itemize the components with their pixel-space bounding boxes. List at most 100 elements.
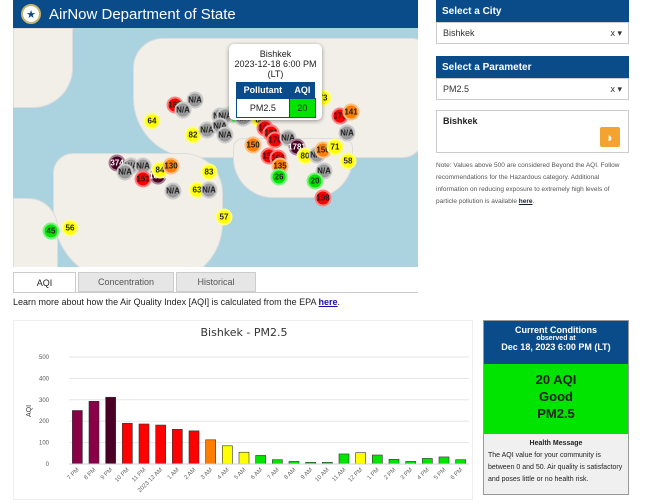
cc-observed: observed at <box>536 335 576 342</box>
chart-bar <box>255 455 266 465</box>
learn-end: . <box>337 297 341 307</box>
map[interactable]: 162N/AN/A64N/A15N/AN/A82N/AN/AN/A217N/A8… <box>13 28 418 267</box>
popup-table: Pollutant AQI PM2.5 20 <box>235 82 316 118</box>
epa-link[interactable]: here <box>318 297 338 307</box>
map-marker[interactable]: 198 <box>314 189 332 207</box>
map-marker[interactable]: 56 <box>61 219 79 237</box>
chart-bar <box>72 410 83 465</box>
city-select-label: Select a City <box>436 0 629 22</box>
map-marker[interactable]: 141 <box>342 103 360 121</box>
cc-title: Current Conditions <box>515 325 597 335</box>
chart-bar <box>455 459 466 465</box>
parameter-select-label: Select a Parameter <box>436 56 629 78</box>
tab-aqi[interactable]: AQI <box>13 272 76 292</box>
map-marker[interactable]: 20 <box>306 172 324 190</box>
chart-bar <box>138 423 150 465</box>
cc-aqi: 20 AQI <box>535 372 577 387</box>
health-message-title: Health Message <box>529 440 583 447</box>
chart-bar <box>355 452 366 465</box>
aqi-chart: Bishkek - PM2.5 AQI 0 100 200 300 400 500 7 PM… <box>13 320 473 500</box>
map-marker[interactable]: 57 <box>215 208 233 226</box>
y-tick-label: 500 <box>39 355 50 361</box>
x-tick-label: 3 AM <box>200 467 214 481</box>
map-marker[interactable]: 130 <box>162 157 180 175</box>
tab-divider <box>13 292 418 293</box>
chart-bar <box>238 451 250 465</box>
map-marker[interactable]: 83 <box>200 163 218 181</box>
chart-bar <box>172 429 183 465</box>
note-end: . <box>532 198 535 205</box>
x-tick-label: 1 AM <box>167 467 181 481</box>
map-marker[interactable]: N/A <box>186 91 204 109</box>
map-marker[interactable]: N/A <box>200 181 218 199</box>
x-tick-label: 7 AM <box>267 467 281 481</box>
tab-concentration[interactable]: Concentration <box>78 272 174 292</box>
map-marker[interactable]: 45 <box>42 222 60 240</box>
col-pollutant: Pollutant <box>236 82 290 99</box>
popup-tz: (LT) <box>267 69 284 79</box>
x-tick-label: 6 PM <box>450 467 464 481</box>
x-tick-label: 4 PM <box>417 467 431 481</box>
chart-bar <box>388 458 400 465</box>
y-tick-label: 300 <box>39 398 50 404</box>
map-popup: Bishkek 2023-12-18 6:00 PM (LT) Pollutan… <box>229 44 322 120</box>
chart-bar <box>272 459 283 465</box>
map-marker[interactable]: N/A <box>116 163 134 181</box>
chart-bar <box>105 396 116 465</box>
map-marker[interactable]: N/A <box>164 182 182 200</box>
cc-category: Good <box>539 389 573 404</box>
map-marker[interactable]: 58 <box>339 152 357 170</box>
chart-bar <box>422 458 433 465</box>
map-marker[interactable]: 64 <box>143 112 161 130</box>
city-value: Bishkek <box>443 28 475 38</box>
map-marker[interactable]: N/A <box>338 124 356 142</box>
popup-aqi: 20 <box>289 98 316 118</box>
x-tick-label: 9 PM <box>100 467 114 481</box>
parameter-select[interactable]: PM2.5 x ▾ <box>436 78 629 100</box>
chart-bar <box>155 424 166 465</box>
map-marker[interactable]: N/A <box>216 126 234 144</box>
chart-bar <box>88 400 100 465</box>
map-marker[interactable]: 82 <box>184 126 202 144</box>
cc-pollutant: PM2.5 <box>537 406 575 421</box>
chart-bar <box>438 456 450 465</box>
note-link[interactable]: here <box>518 198 533 205</box>
y-tick-label: 400 <box>39 376 50 382</box>
map-marker[interactable]: 26 <box>270 168 288 186</box>
learn-text: Learn more about how the Air Quality Ind… <box>13 297 319 307</box>
tab-historical[interactable]: Historical <box>176 272 256 292</box>
city-box-title: Bishkek <box>443 116 478 126</box>
header-bar: ★ AirNow Department of State <box>13 0 418 28</box>
map-marker[interactable]: 71 <box>326 138 344 156</box>
x-tick-label: 10 AM <box>314 467 330 483</box>
chart-bar <box>122 423 133 465</box>
map-marker[interactable]: 150 <box>244 136 262 154</box>
app-title: AirNow Department of State <box>49 5 236 23</box>
clear-chevron-icon[interactable]: x ▾ <box>610 84 622 94</box>
y-tick-label: 0 <box>46 462 50 468</box>
learn-more-text: Learn more about how the Air Quality Ind… <box>13 297 340 307</box>
x-tick-label: 8 AM <box>283 467 297 481</box>
chart-bar <box>205 439 216 465</box>
y-tick-label: 100 <box>39 441 50 447</box>
note-body: Note: Values above 500 are considered Be… <box>436 162 620 205</box>
parameter-value: PM2.5 <box>443 84 470 94</box>
map-marker[interactable]: N/A <box>174 101 192 119</box>
popup-city: Bishkek <box>259 49 292 59</box>
x-tick-label: 5 PM <box>433 467 447 481</box>
rss-icon[interactable]: ◗ <box>600 127 620 147</box>
chart-bar <box>372 454 383 465</box>
x-tick-label: 12 PM <box>348 467 365 484</box>
map-marker[interactable]: 170 <box>266 131 284 149</box>
popup-pollutant: PM2.5 <box>235 98 291 118</box>
x-tick-label: 7 PM <box>67 467 81 481</box>
seal-icon: ★ <box>21 4 41 24</box>
x-tick-label: 10 PM <box>114 467 131 484</box>
clear-chevron-icon[interactable]: x ▾ <box>610 28 622 38</box>
chart-svg: Bishkek - PM2.5 AQI 0 100 200 300 400 500 7 PM… <box>26 326 469 494</box>
x-tick-label: 3 PM <box>400 467 414 481</box>
chart-bar <box>222 445 233 465</box>
x-tick-label: 2 AM <box>183 467 197 481</box>
city-select[interactable]: Bishkek x ▾ <box>436 22 629 44</box>
x-tick-label: 2 PM <box>383 467 397 481</box>
